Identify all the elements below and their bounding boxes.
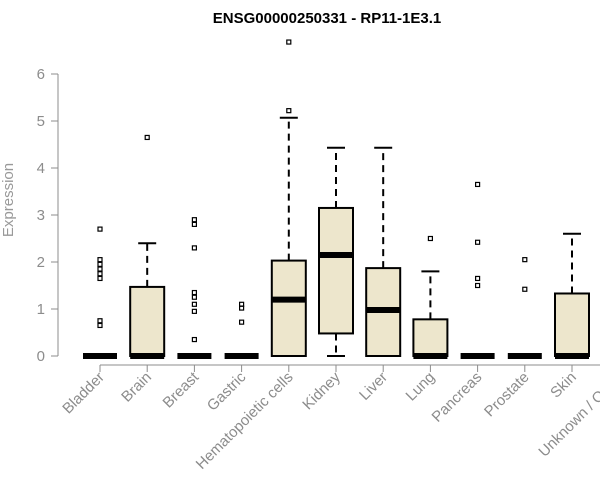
box-bladder [83,226,117,359]
box-body [554,292,590,357]
outlier-point [97,257,103,263]
outlier-point [97,322,103,329]
box-hematopoietic-cells [270,39,307,357]
x-tick-label: Skin [547,369,580,402]
x-tick-label: Lung [403,369,439,405]
outlier-point [191,336,197,343]
box-lung [412,235,449,359]
x-tick-label: Liver [356,369,391,404]
outlier-point [191,221,197,227]
outlier-point [191,308,197,314]
outlier-point [97,318,103,324]
outlier-point [522,286,528,292]
outlier-point [286,108,292,114]
y-tick-label: 1 [37,301,45,318]
outlier-point [427,235,433,242]
y-tick-label: 5 [37,113,45,130]
outlier-point [475,239,481,245]
outlier-point [191,289,197,296]
outlier-point [191,217,197,223]
box-skin [554,232,590,359]
outlier-point [239,319,245,325]
x-tick-label: Breast [160,368,203,411]
x-tick-label: Kidney [299,368,344,413]
outlier-point [475,282,481,289]
box-body [270,259,307,357]
box-body [412,318,449,357]
box-gastric [224,301,259,359]
outlier-point [286,39,292,45]
chart-title: ENSG00000250331 - RP11-1E3.1 [213,10,442,27]
outlier-point [475,181,481,188]
box-body [129,285,166,357]
y-axis: 0 1 2 3 4 5 6 [37,66,59,365]
boxes-layer [83,39,590,359]
y-tick-label: 6 [37,66,45,83]
y-tick-label: 2 [37,254,45,271]
y-tick-label: 0 [37,348,45,365]
outlier-point [475,275,481,282]
outlier-point [522,257,528,263]
box-breast [177,217,212,359]
outlier-point [97,226,103,232]
y-tick-label: 4 [37,160,45,177]
box-brain [129,134,166,359]
x-tick-label: Pancreas [429,369,486,426]
x-tick-label: Brain [118,369,155,406]
outlier-point [97,275,103,282]
x-tick-label: Gastric [204,368,250,414]
outlier-point [191,294,197,300]
box-pancreas [460,181,495,359]
box-liver [365,146,402,357]
outlier-point [144,134,150,141]
box-body [318,206,354,335]
outlier-point [239,301,245,307]
y-axis-label: Expression [0,163,17,237]
outlier-point [191,301,197,307]
y-tick-label: 3 [37,207,45,224]
box-kidney [318,146,354,357]
outlier-point [97,261,103,267]
outlier-point [97,271,103,277]
outlier-point [97,266,103,272]
x-tick-label: Bladder [59,369,108,418]
box-prostate [507,257,542,359]
x-tick-label: Prostate [481,369,533,421]
outlier-point [191,245,197,251]
